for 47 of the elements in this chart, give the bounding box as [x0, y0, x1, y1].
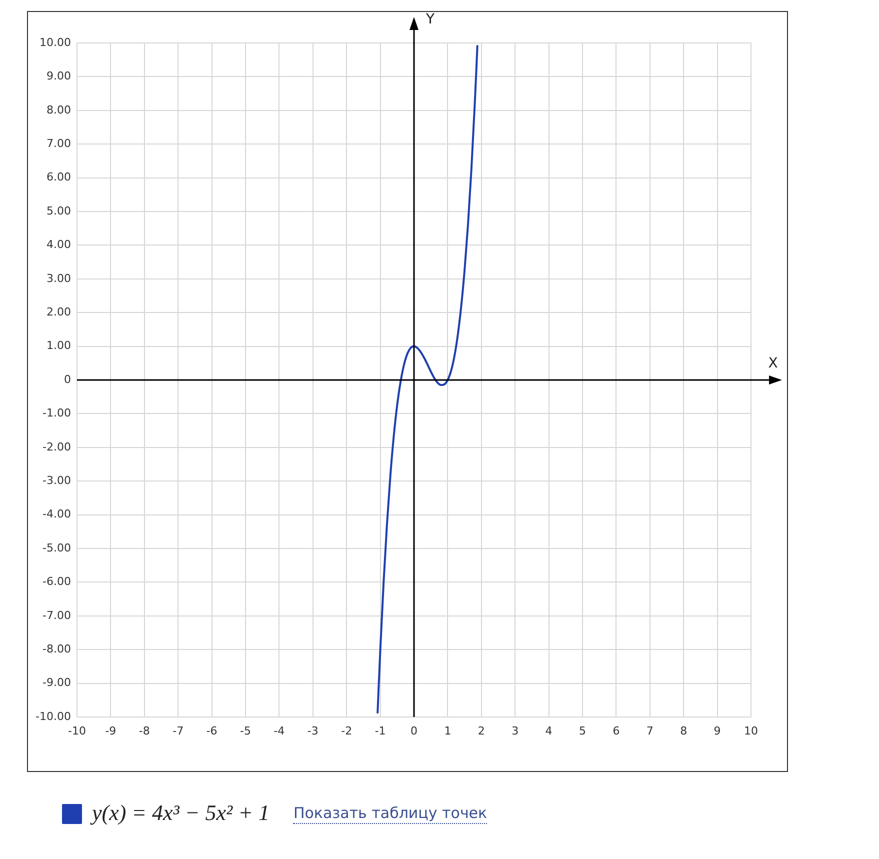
y-tick-label: -10.00 — [36, 710, 71, 723]
y-tick-label: 7.00 — [46, 136, 71, 150]
x-tick-label: 2 — [478, 724, 485, 738]
y-tick-label: 10.00 — [40, 36, 71, 49]
y-tick-label: -7.00 — [42, 608, 71, 622]
y-tick-label: 1.00 — [46, 339, 71, 352]
y-tick-label: -3.00 — [42, 474, 71, 487]
x-tick-label: -6 — [206, 724, 218, 738]
x-tick-label: 0 — [410, 724, 418, 738]
x-tick-label: 3 — [512, 724, 519, 738]
x-tick-label: 7 — [646, 724, 654, 738]
x-tick-label: -7 — [172, 724, 184, 738]
y-tick-label: -1.00 — [42, 406, 71, 420]
x-tick-label: -9 — [105, 724, 116, 738]
x-tick-label: 8 — [680, 724, 688, 738]
y-tick-label: 8.00 — [46, 103, 71, 116]
x-tick-label: 10 — [744, 724, 758, 738]
line-series — [376, 45, 478, 714]
x-tick-label: -8 — [138, 724, 150, 738]
y-tick-label: 6.00 — [46, 170, 71, 184]
legend-label: y(x) = 4x³ − 5x² + 1 — [90, 800, 270, 825]
x-axis-title: X — [768, 356, 778, 372]
x-tick-label: 5 — [579, 724, 586, 738]
text: Показать таблицу точек — [293, 804, 488, 824]
x-tick-label: -3 — [307, 724, 318, 738]
x-tick-label: -2 — [341, 724, 352, 738]
y-tick-label: -6.00 — [42, 575, 71, 588]
x-tick-label: 1 — [444, 724, 452, 738]
y-tick-label: 5.00 — [46, 204, 71, 218]
x-tick-label: -1 — [374, 724, 386, 738]
x-tick-label: 4 — [545, 724, 552, 738]
y-tick-label: 0 — [64, 372, 71, 386]
y-tick-label: -5.00 — [42, 541, 71, 554]
y-tick-label: 2.00 — [46, 305, 71, 318]
x-tick-label: -10 — [68, 724, 86, 738]
y-tick-label: -9.00 — [42, 676, 71, 690]
y-tick-label: -4.00 — [42, 508, 71, 521]
x-tick-label: -5 — [240, 724, 251, 738]
y-tick-label: 4.00 — [46, 238, 71, 252]
y-tick-label: -8.00 — [42, 642, 71, 656]
y-tick-label: 3.00 — [46, 272, 71, 285]
y-tick-label: 9.00 — [46, 70, 71, 83]
y-axis-title: Y — [425, 12, 435, 28]
x-tick-label: 9 — [714, 724, 721, 738]
y-tick-label: -2.00 — [42, 440, 71, 454]
x-tick-label: 6 — [612, 724, 620, 738]
x-tick-label: -4 — [274, 724, 285, 738]
